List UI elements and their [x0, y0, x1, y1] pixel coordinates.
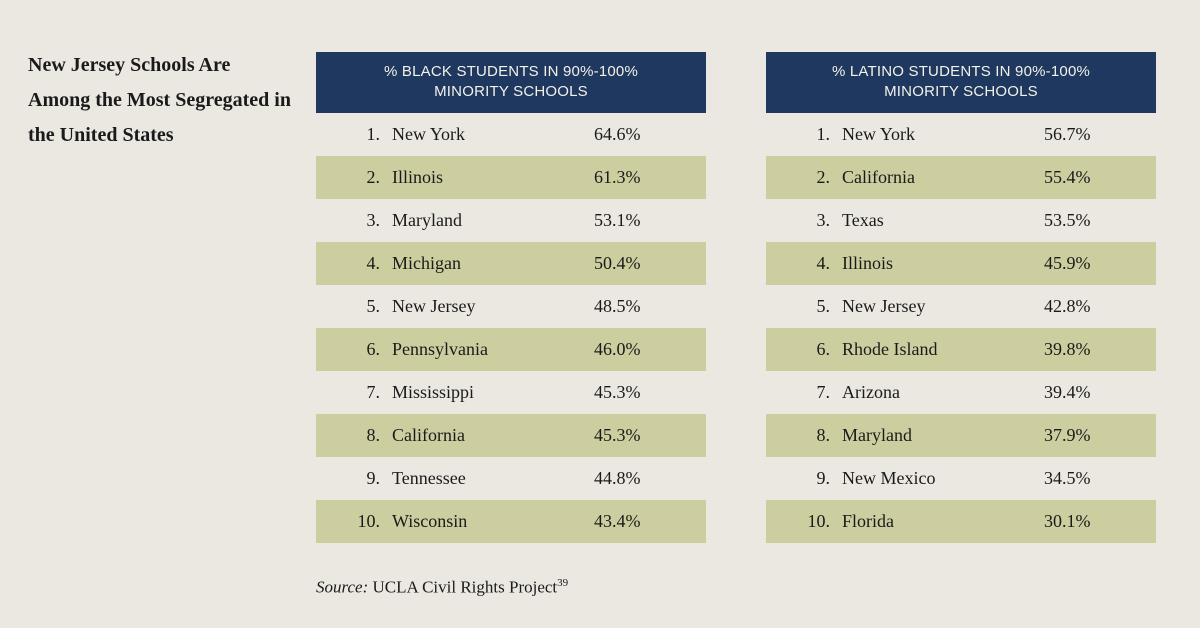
- table-header: % BLACK STUDENTS IN 90%-100% MINORITY SC…: [316, 52, 706, 113]
- value-cell: 42.8%: [1036, 296, 1156, 317]
- value-cell: 48.5%: [586, 296, 706, 317]
- state-cell: California: [836, 167, 1036, 188]
- state-cell: Michigan: [386, 253, 586, 274]
- rank-cell: 1.: [766, 124, 836, 145]
- table-row: 6.Pennsylvania46.0%: [316, 328, 706, 371]
- state-cell: Maryland: [386, 210, 586, 231]
- value-cell: 30.1%: [1036, 511, 1156, 532]
- table-row: 3.Texas53.5%: [766, 199, 1156, 242]
- state-cell: Arizona: [836, 382, 1036, 403]
- state-cell: Texas: [836, 210, 1036, 231]
- value-cell: 37.9%: [1036, 425, 1156, 446]
- source-label: Source:: [316, 578, 368, 597]
- source-footnote: 39: [557, 577, 568, 589]
- rank-cell: 10.: [316, 511, 386, 532]
- state-cell: Tennessee: [386, 468, 586, 489]
- state-cell: Illinois: [386, 167, 586, 188]
- rank-cell: 8.: [766, 425, 836, 446]
- rank-cell: 3.: [766, 210, 836, 231]
- value-cell: 61.3%: [586, 167, 706, 188]
- state-cell: Maryland: [836, 425, 1036, 446]
- table-row: 9.Tennessee44.8%: [316, 457, 706, 500]
- rank-cell: 5.: [316, 296, 386, 317]
- state-cell: Florida: [836, 511, 1036, 532]
- source-text: UCLA Civil Rights Project: [373, 578, 558, 597]
- value-cell: 56.7%: [1036, 124, 1156, 145]
- state-cell: Illinois: [836, 253, 1036, 274]
- table-row: 10.Florida30.1%: [766, 500, 1156, 543]
- rank-cell: 3.: [316, 210, 386, 231]
- table-header: % LATINO STUDENTS IN 90%-100% MINORITY S…: [766, 52, 1156, 113]
- value-cell: 46.0%: [586, 339, 706, 360]
- rank-cell: 9.: [316, 468, 386, 489]
- table-row: 9.New Mexico34.5%: [766, 457, 1156, 500]
- rank-cell: 4.: [766, 253, 836, 274]
- value-cell: 34.5%: [1036, 468, 1156, 489]
- rank-cell: 6.: [766, 339, 836, 360]
- value-cell: 55.4%: [1036, 167, 1156, 188]
- rank-cell: 6.: [316, 339, 386, 360]
- state-cell: California: [386, 425, 586, 446]
- value-cell: 39.4%: [1036, 382, 1156, 403]
- value-cell: 53.1%: [586, 210, 706, 231]
- table-row: 10.Wisconsin43.4%: [316, 500, 706, 543]
- rank-cell: 7.: [316, 382, 386, 403]
- value-cell: 50.4%: [586, 253, 706, 274]
- table-row: 3.Maryland53.1%: [316, 199, 706, 242]
- table-latino-students: % LATINO STUDENTS IN 90%-100% MINORITY S…: [766, 52, 1156, 543]
- value-cell: 53.5%: [1036, 210, 1156, 231]
- table-row: 6.Rhode Island39.8%: [766, 328, 1156, 371]
- table-row: 5.New Jersey42.8%: [766, 285, 1156, 328]
- table-row: 4.Illinois45.9%: [766, 242, 1156, 285]
- rank-cell: 8.: [316, 425, 386, 446]
- value-cell: 44.8%: [586, 468, 706, 489]
- table-row: 8.Maryland37.9%: [766, 414, 1156, 457]
- table-row: 2.Illinois61.3%: [316, 156, 706, 199]
- source-line: Source: UCLA Civil Rights Project39: [316, 577, 568, 598]
- rank-cell: 1.: [316, 124, 386, 145]
- value-cell: 39.8%: [1036, 339, 1156, 360]
- table-black-students: % BLACK STUDENTS IN 90%-100% MINORITY SC…: [316, 52, 706, 543]
- table-row: 4.Michigan50.4%: [316, 242, 706, 285]
- state-cell: Pennsylvania: [386, 339, 586, 360]
- rank-cell: 2.: [766, 167, 836, 188]
- state-cell: New Jersey: [386, 296, 586, 317]
- tables-container: % BLACK STUDENTS IN 90%-100% MINORITY SC…: [316, 52, 1156, 543]
- table-row: 2.California55.4%: [766, 156, 1156, 199]
- table-row: 7.Arizona39.4%: [766, 371, 1156, 414]
- table-row: 1.New York64.6%: [316, 113, 706, 156]
- state-cell: New Mexico: [836, 468, 1036, 489]
- rank-cell: 7.: [766, 382, 836, 403]
- value-cell: 45.3%: [586, 382, 706, 403]
- rank-cell: 2.: [316, 167, 386, 188]
- rank-cell: 4.: [316, 253, 386, 274]
- state-cell: Rhode Island: [836, 339, 1036, 360]
- rank-cell: 5.: [766, 296, 836, 317]
- value-cell: 43.4%: [586, 511, 706, 532]
- table-row: 1.New York56.7%: [766, 113, 1156, 156]
- value-cell: 45.3%: [586, 425, 706, 446]
- state-cell: Wisconsin: [386, 511, 586, 532]
- table-row: 7.Mississippi45.3%: [316, 371, 706, 414]
- state-cell: Mississippi: [386, 382, 586, 403]
- page-title: New Jersey Schools Are Among the Most Se…: [28, 48, 293, 153]
- rank-cell: 9.: [766, 468, 836, 489]
- state-cell: New York: [836, 124, 1036, 145]
- table-row: 5.New Jersey48.5%: [316, 285, 706, 328]
- table-row: 8.California45.3%: [316, 414, 706, 457]
- rank-cell: 10.: [766, 511, 836, 532]
- value-cell: 45.9%: [1036, 253, 1156, 274]
- state-cell: New Jersey: [836, 296, 1036, 317]
- value-cell: 64.6%: [586, 124, 706, 145]
- state-cell: New York: [386, 124, 586, 145]
